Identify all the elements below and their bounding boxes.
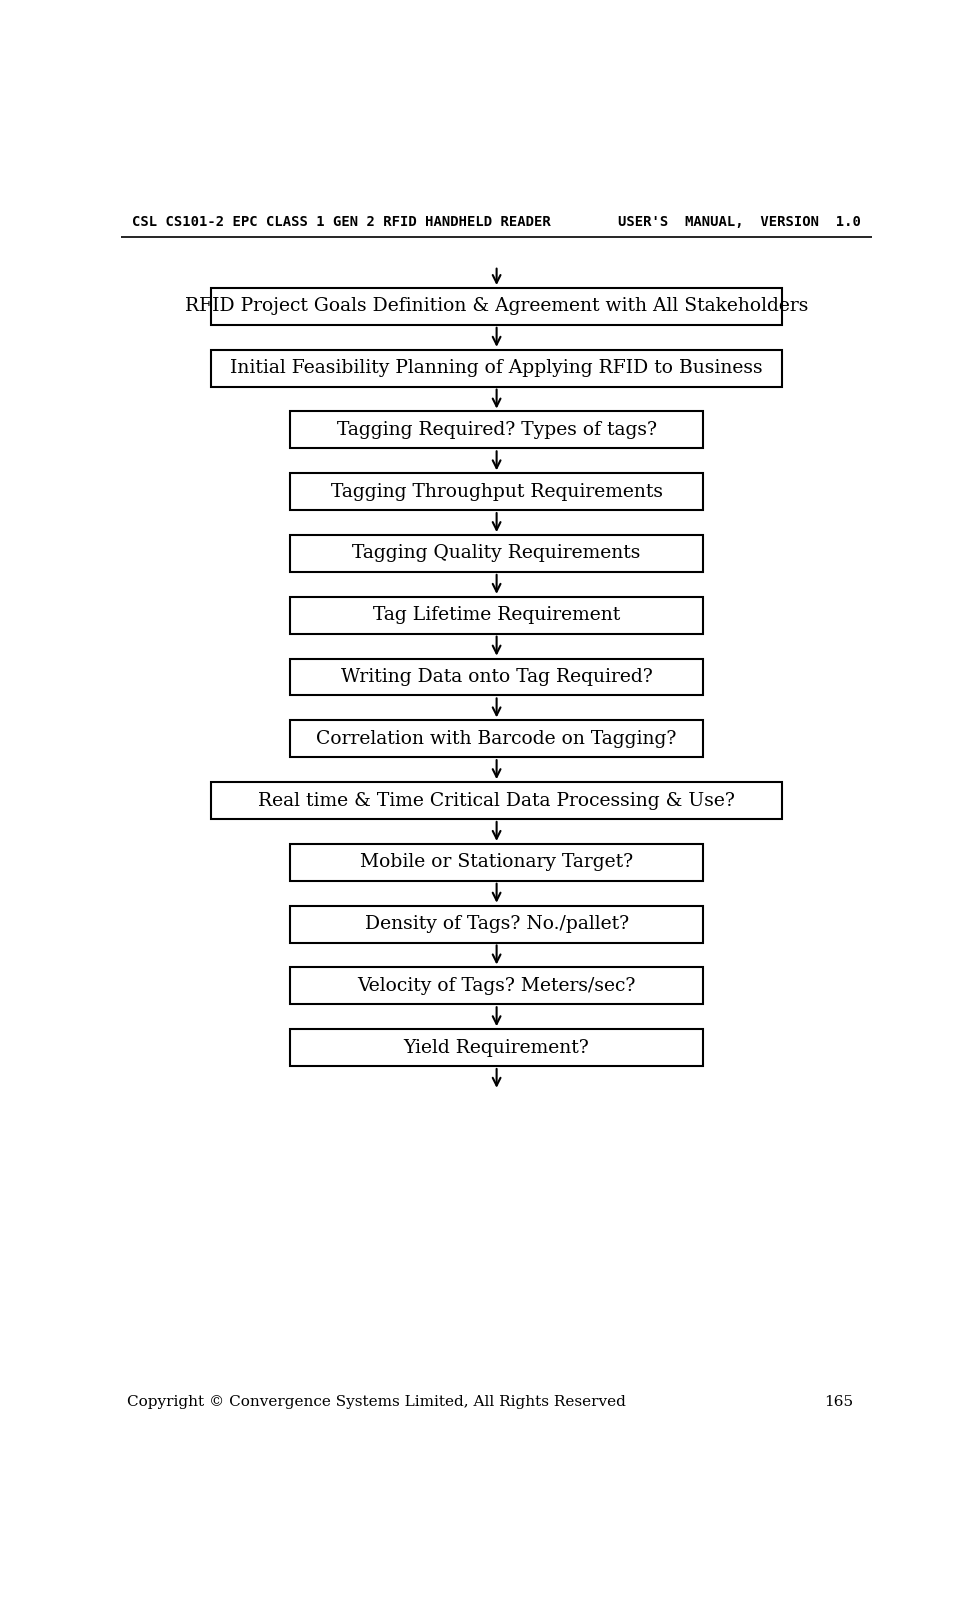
Text: Tagging Required? Types of tags?: Tagging Required? Types of tags?	[336, 421, 657, 438]
Text: Initial Feasibility Planning of Applying RFID to Business: Initial Feasibility Planning of Applying…	[231, 360, 763, 377]
Text: Tagging Quality Requirements: Tagging Quality Requirements	[353, 544, 641, 563]
Text: Tag Lifetime Requirement: Tag Lifetime Requirement	[373, 606, 620, 624]
Text: Correlation with Barcode on Tagging?: Correlation with Barcode on Tagging?	[317, 729, 676, 748]
Text: USER'S  MANUAL,  VERSION  1.0: USER'S MANUAL, VERSION 1.0	[618, 214, 860, 229]
FancyBboxPatch shape	[290, 596, 703, 633]
FancyBboxPatch shape	[290, 473, 703, 510]
FancyBboxPatch shape	[290, 720, 703, 758]
Text: RFID Project Goals Definition & Agreement with All Stakeholders: RFID Project Goals Definition & Agreemen…	[185, 297, 808, 315]
Text: Tagging Throughput Requirements: Tagging Throughput Requirements	[330, 483, 663, 500]
FancyBboxPatch shape	[290, 844, 703, 881]
FancyBboxPatch shape	[290, 1030, 703, 1067]
FancyBboxPatch shape	[290, 659, 703, 696]
FancyBboxPatch shape	[290, 967, 703, 1004]
Text: Yield Requirement?: Yield Requirement?	[404, 1039, 589, 1057]
FancyBboxPatch shape	[290, 905, 703, 942]
Text: Density of Tags? No./pallet?: Density of Tags? No./pallet?	[364, 915, 629, 934]
FancyBboxPatch shape	[211, 782, 782, 819]
Text: Real time & Time Critical Data Processing & Use?: Real time & Time Critical Data Processin…	[258, 792, 735, 809]
FancyBboxPatch shape	[290, 536, 703, 572]
FancyBboxPatch shape	[211, 350, 782, 387]
FancyBboxPatch shape	[290, 411, 703, 448]
Text: CSL CS101-2 EPC CLASS 1 GEN 2 RFID HANDHELD READER: CSL CS101-2 EPC CLASS 1 GEN 2 RFID HANDH…	[133, 214, 551, 229]
Text: 165: 165	[824, 1396, 853, 1409]
Text: Copyright © Convergence Systems Limited, All Rights Reserved: Copyright © Convergence Systems Limited,…	[127, 1396, 626, 1409]
Text: Velocity of Tags? Meters/sec?: Velocity of Tags? Meters/sec?	[358, 977, 636, 995]
Text: Writing Data onto Tag Required?: Writing Data onto Tag Required?	[341, 668, 652, 686]
FancyBboxPatch shape	[211, 288, 782, 325]
Text: Mobile or Stationary Target?: Mobile or Stationary Target?	[360, 854, 633, 871]
